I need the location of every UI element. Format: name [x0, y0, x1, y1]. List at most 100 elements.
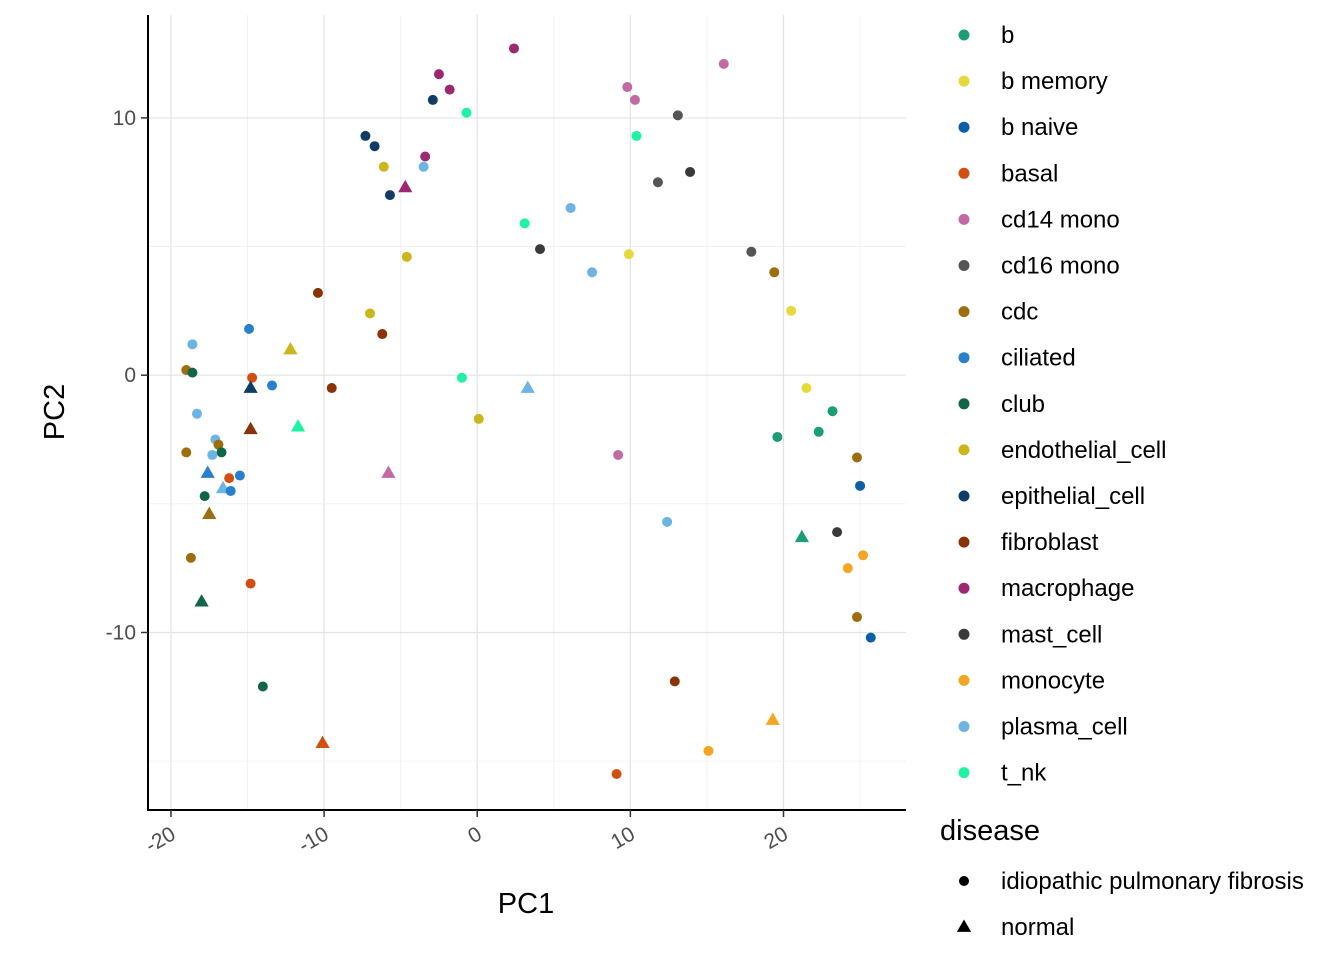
data-point-circle — [433, 69, 444, 80]
data-point-circle — [631, 130, 642, 141]
data-point-circle — [623, 249, 634, 260]
data-point-circle — [216, 447, 227, 458]
legend-key-cd16-mono — [958, 260, 970, 271]
legend-label: club — [1001, 391, 1045, 418]
data-point-circle — [851, 452, 862, 463]
legend-label: b naive — [1001, 114, 1078, 141]
legend-key-b-memory — [958, 75, 970, 87]
y-tick-label: 10 — [113, 107, 136, 130]
legend-label: cdc — [1001, 299, 1038, 326]
data-point-circle — [508, 43, 519, 54]
data-point-circle — [384, 190, 395, 201]
y-tick-label: -10 — [106, 621, 136, 644]
data-point-circle — [444, 84, 455, 95]
data-point-circle — [587, 267, 598, 278]
legend-label: cd16 mono — [1001, 253, 1120, 280]
data-point-triangle — [243, 380, 258, 393]
data-point-circle — [772, 431, 783, 442]
data-point-circle — [181, 447, 192, 458]
data-point-triangle — [200, 465, 215, 478]
data-point-circle — [326, 383, 337, 394]
grid-layer — [148, 15, 906, 810]
data-point-circle — [456, 372, 467, 383]
data-point-circle — [225, 485, 236, 496]
data-point-circle — [312, 287, 323, 298]
data-point-circle — [418, 161, 429, 172]
legend-key-b-naive — [958, 121, 970, 133]
legend-label: b — [1001, 22, 1014, 49]
data-point-circle — [420, 151, 431, 162]
data-point-triangle — [765, 712, 780, 725]
data-point-triangle — [290, 419, 306, 432]
legend-key-ciliated — [958, 352, 970, 364]
data-point-circle — [855, 480, 866, 491]
data-point-circle — [652, 177, 663, 188]
legend-label: b memory — [1001, 68, 1108, 95]
data-point-circle — [786, 305, 797, 316]
data-point-circle — [827, 406, 838, 417]
legend-label: monocyte — [1001, 667, 1105, 694]
legend: b b memory b naive basal cd14 mono cd16 mono c… — [940, 22, 1304, 941]
legend-label: endothelial_cell — [1001, 437, 1166, 464]
legend-key-club — [958, 398, 970, 410]
legend-label: fibroblast — [1001, 529, 1099, 556]
data-point-circle — [213, 439, 224, 450]
data-point-circle — [378, 161, 389, 172]
y-tick-label: 0 — [124, 364, 136, 387]
data-point-circle — [187, 339, 198, 350]
data-point-circle — [377, 329, 388, 340]
data-point-circle — [244, 323, 255, 334]
legend-key-b — [958, 29, 970, 41]
data-point-circle — [267, 380, 278, 391]
legend-label: ciliated — [1001, 345, 1076, 372]
data-point-circle — [858, 550, 869, 561]
data-point-circle — [247, 372, 258, 383]
data-point-triangle — [194, 594, 209, 607]
data-point-circle — [187, 367, 198, 378]
data-point-circle — [565, 202, 576, 213]
legend-label: mast_cell — [1001, 621, 1102, 648]
data-point-circle — [622, 82, 633, 93]
data-point-circle — [369, 141, 380, 152]
data-point-triangle — [381, 465, 396, 478]
ticks-layer: -20 -10 0 10 20 -10 0 10 — [106, 107, 792, 858]
data-point-circle — [427, 94, 438, 105]
legend-key-basal — [958, 167, 970, 179]
data-point-circle — [746, 246, 757, 257]
legend-key-mast-cell — [958, 628, 970, 640]
shape-legend-label: normal — [1001, 914, 1074, 941]
data-point-circle — [662, 516, 673, 527]
legend-key-t-nk — [958, 767, 970, 779]
data-point-circle — [224, 473, 235, 484]
data-point-circle — [473, 413, 484, 424]
x-tick-label: -20 — [142, 822, 180, 857]
legend-key-triangle — [956, 919, 972, 932]
data-point-circle — [865, 632, 876, 643]
legend-label: epithelial_cell — [1001, 483, 1145, 510]
legend-key-cdc — [958, 306, 970, 318]
data-point-circle — [461, 107, 472, 118]
data-point-circle — [199, 491, 210, 502]
legend-key-monocyte — [958, 674, 970, 686]
data-point-circle — [535, 244, 546, 255]
x-tick-label: -10 — [295, 822, 333, 857]
legend-label: cd14 mono — [1001, 206, 1120, 233]
data-point-circle — [207, 449, 218, 460]
x-tick-label: 0 — [464, 822, 486, 848]
data-point-circle — [718, 58, 729, 69]
legend-label: macrophage — [1001, 575, 1134, 602]
shape-legend-label: idiopathic pulmonary fibrosis — [1001, 868, 1304, 895]
data-point-circle — [813, 426, 824, 437]
legend-key-circle — [959, 876, 969, 886]
data-point-triangle — [794, 529, 809, 543]
data-point-triangle — [243, 421, 258, 435]
axes-layer — [147, 15, 906, 811]
legend-key-endothelial-cell — [958, 444, 970, 456]
data-point-circle — [769, 267, 780, 278]
legend-key-plasma-cell — [958, 721, 970, 732]
data-point-circle — [245, 578, 256, 589]
legend-key-fibroblast — [958, 536, 970, 548]
data-point-circle — [257, 681, 268, 692]
